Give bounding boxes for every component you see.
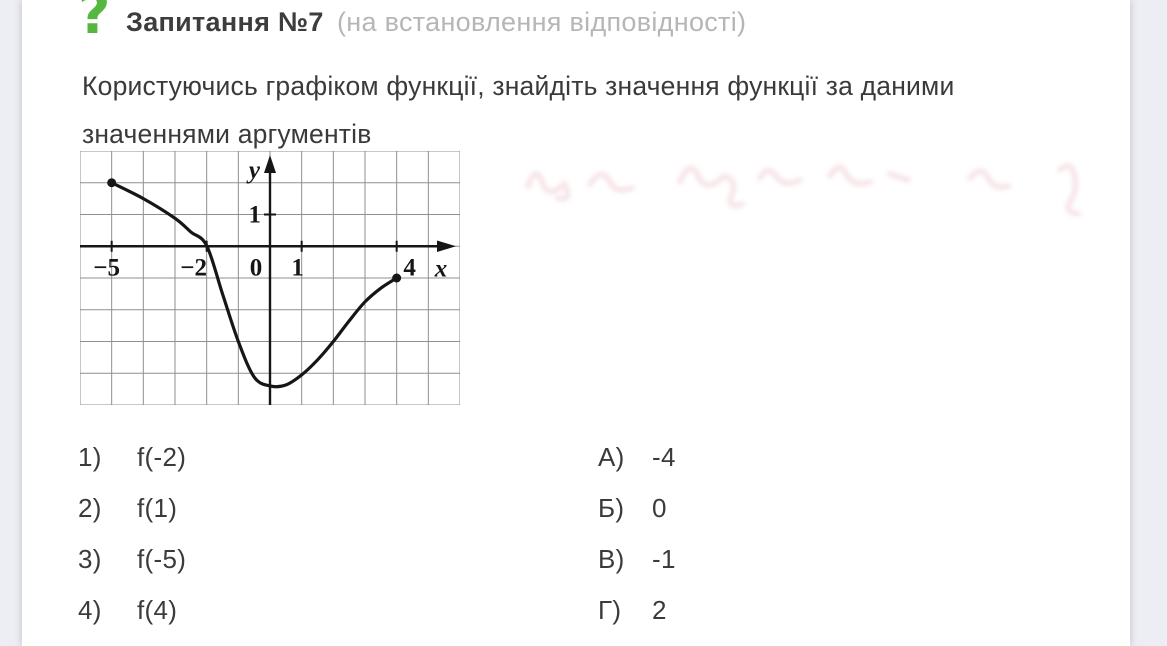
prompt-expression: f(-2) — [137, 442, 187, 472]
answer-letter: Б) — [598, 493, 625, 523]
answer-letter: Г) — [598, 595, 622, 625]
answer-value: -1 — [652, 544, 676, 574]
svg-text:−2: −2 — [180, 254, 207, 281]
prompt-number: 4) — [78, 595, 102, 625]
prompt-number: 1) — [78, 442, 102, 472]
matching-list: 1) f(-2) А) -4 2) f(1) Б) 0 3) f(-5) В) … — [78, 432, 1078, 636]
answer-value: 2 — [652, 595, 667, 625]
prompt-number: 3) — [78, 544, 102, 574]
svg-text:4: 4 — [403, 254, 416, 281]
svg-text:−5: −5 — [93, 254, 120, 281]
prompt-expression: f(-5) — [137, 544, 187, 574]
answer-letter: В) — [598, 544, 625, 574]
question-title: Запитання №7 — [126, 7, 324, 37]
svg-text:1: 1 — [291, 254, 304, 281]
svg-text:0: 0 — [250, 254, 263, 281]
question-text: Користуючись графіком функції, знайдіть … — [82, 71, 955, 149]
matching-row: 2) f(1) Б) 0 — [78, 483, 1078, 534]
answer-value: -4 — [652, 442, 676, 472]
answer-value: 0 — [652, 493, 667, 523]
faint-watermark — [525, 162, 1081, 217]
question-type-label: (на встановлення відповідності) — [337, 7, 747, 37]
matching-row: 1) f(-2) А) -4 — [78, 432, 1078, 483]
matching-row: 4) f(4) Г) 2 — [78, 585, 1078, 636]
prompt-number: 2) — [78, 493, 102, 523]
prompt-expression: f(1) — [137, 493, 178, 523]
question-mark-icon: ? — [78, 0, 111, 47]
function-graph-image: .gnum{font-family:"Liberation Serif","De… — [80, 151, 460, 405]
svg-text:1: 1 — [249, 202, 262, 229]
matching-row: 3) f(-5) В) -1 — [78, 534, 1078, 585]
svg-text:x: x — [434, 255, 448, 282]
content-card: ? Запитання №7 (на встановлення відповід… — [22, 0, 1130, 646]
prompt-expression: f(4) — [137, 595, 178, 625]
svg-text:y: y — [246, 157, 261, 184]
answer-letter: А) — [598, 442, 625, 472]
